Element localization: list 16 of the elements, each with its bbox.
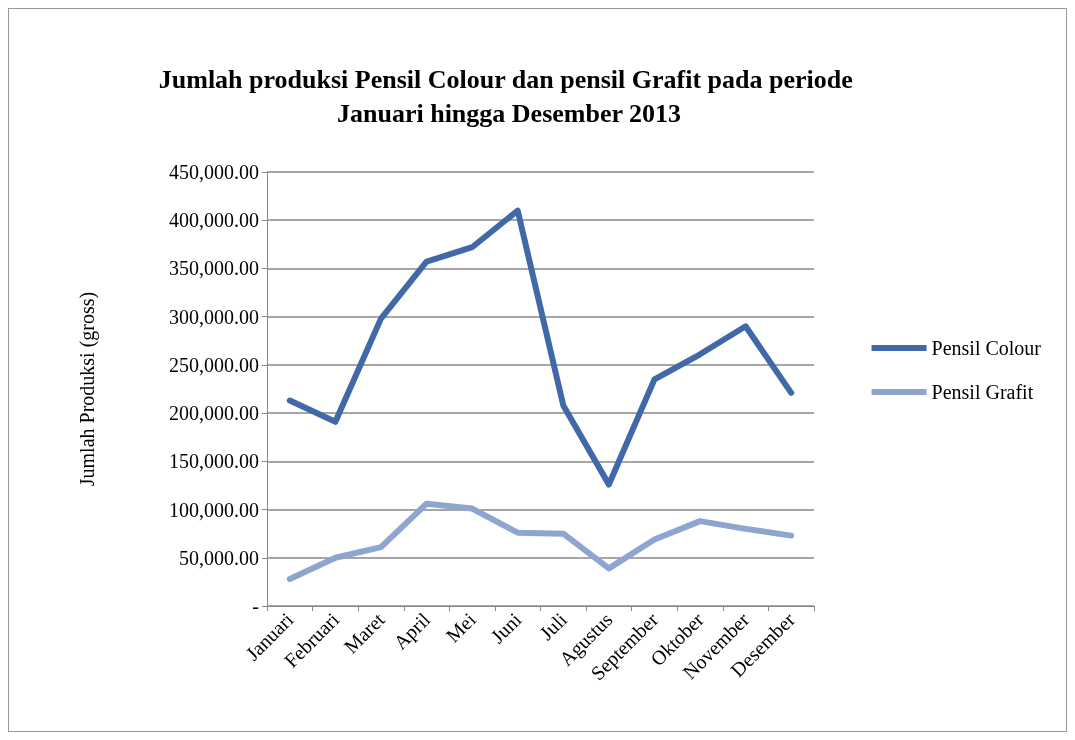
y-tick-label: 100,000.00: [169, 498, 259, 521]
y-axis-title: Jumlah Produksi (gross): [76, 291, 99, 487]
x-tick-label: Juni: [486, 607, 526, 648]
y-tick-label: 400,000.00: [169, 209, 259, 232]
x-tick-label: Mei: [441, 607, 481, 647]
y-tick-label: 350,000.00: [169, 257, 259, 280]
legend-label: Pensil Colour: [931, 337, 1042, 359]
y-tick-label: 150,000.00: [169, 450, 259, 473]
y-tick-label: 250,000.00: [169, 353, 259, 376]
chart-title: Jumlah produksi Pensil Colour dan pensil Grafit pada periode Januari hingga Desember 2013: [158, 64, 860, 128]
legend-label: Pensil Grafit: [931, 381, 1034, 403]
y-tick-label: 200,000.00: [169, 402, 259, 425]
y-tick-label: 50,000.00: [179, 546, 259, 569]
y-tick-label: 300,000.00: [169, 305, 259, 328]
y-tick-label: 450,000.00: [169, 161, 259, 183]
y-tick-label: -: [252, 595, 259, 617]
